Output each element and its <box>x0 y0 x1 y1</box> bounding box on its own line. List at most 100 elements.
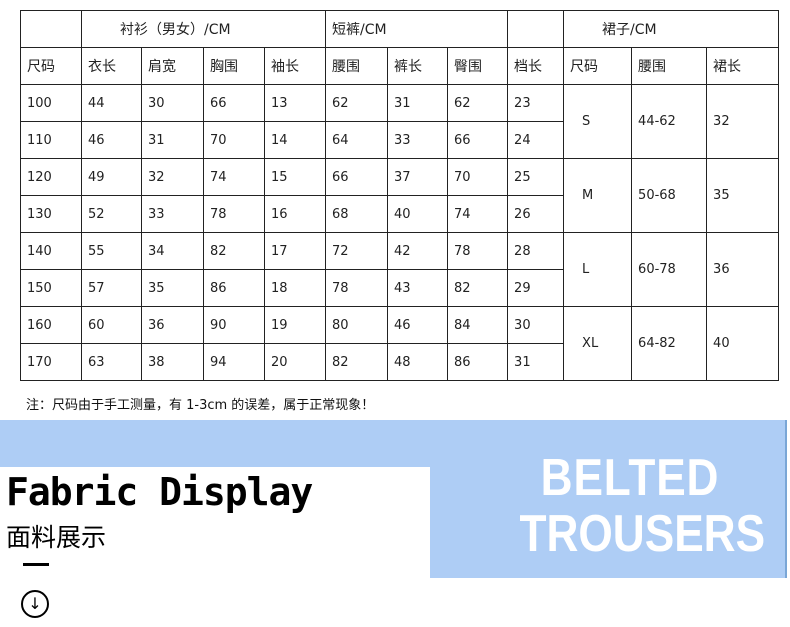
skirt-cell: 36 <box>706 232 780 307</box>
table-row: 100 44 30 66 13 62 31 62 23 S 44-62 32 <box>20 84 780 159</box>
table-cell: 90 <box>203 306 265 344</box>
table-row: 120 49 32 74 15 66 37 70 25 M 50-68 35 <box>20 158 780 233</box>
column-header: 尺码 <box>20 47 82 85</box>
skirt-cell: XL <box>563 306 633 381</box>
table-cell: 150 <box>20 269 82 307</box>
column-header: 腰围 <box>631 47 708 85</box>
skirt-group-header: 裙子/CM <box>563 10 780 48</box>
table-cell: 26 <box>507 195 565 233</box>
table-cell: 66 <box>447 121 509 159</box>
table-cell: 42 <box>387 232 449 270</box>
table-cell: 86 <box>447 343 509 381</box>
table-cell: 64 <box>325 121 389 159</box>
table-cell: 16 <box>263 195 327 233</box>
table-cell: 25 <box>507 158 565 196</box>
column-header-row: 尺码 衣长 肩宽 胸围 袖长 腰围 裤长 臀围 档长 尺码 腰围 裙长 <box>20 47 780 85</box>
skirt-cell: S <box>563 84 633 159</box>
section-title-panel <box>0 467 430 627</box>
table-cell: 94 <box>203 343 265 381</box>
table-cell: 68 <box>325 195 389 233</box>
column-header: 衣长 <box>81 47 142 85</box>
promo-line1: BELTED <box>540 449 720 507</box>
skirt-cell: 64-82 <box>631 306 708 381</box>
table-cell: 19 <box>263 306 327 344</box>
table-cell: 82 <box>447 269 509 307</box>
table-row: 170 63 38 94 20 82 48 86 31 <box>20 343 779 381</box>
arrow-down-circle-icon[interactable]: ↓ <box>21 590 49 618</box>
table-cell: 48 <box>387 343 449 381</box>
measurement-note: 注：尺码由于手工测量，有 1-3cm 的误差，属于正常现象！ <box>26 398 375 413</box>
table-row: 110 46 31 70 14 64 33 66 24 <box>20 121 779 159</box>
table-cell: 130 <box>20 195 82 233</box>
table-cell: 74 <box>203 158 265 196</box>
column-header: 尺码 <box>563 47 633 85</box>
table-cell: 49 <box>81 158 142 196</box>
table-cell: 74 <box>447 195 509 233</box>
table-cell: 30 <box>141 84 204 122</box>
table-row: 150 57 35 86 18 78 43 82 29 <box>20 269 779 307</box>
table-cell: 28 <box>507 232 565 270</box>
table-cell: 66 <box>203 84 265 122</box>
table-cell: 82 <box>325 343 389 381</box>
table-row: 140 55 34 82 17 72 42 78 28 L 60-78 36 <box>20 232 780 307</box>
table-cell: 160 <box>20 306 82 344</box>
table-cell: 52 <box>81 195 142 233</box>
table-cell: 60 <box>81 306 142 344</box>
table-cell: 46 <box>387 306 449 344</box>
table-cell: 44 <box>81 84 142 122</box>
table-cell: 18 <box>263 269 327 307</box>
section-title-cn: 面料展示 <box>6 523 107 552</box>
table-cell: 33 <box>141 195 204 233</box>
column-header: 裙长 <box>706 47 780 85</box>
table-cell: 57 <box>81 269 142 307</box>
empty-header-cell <box>507 10 565 48</box>
table-row: 130 52 33 78 16 68 40 74 26 <box>20 195 779 233</box>
table-cell: 32 <box>141 158 204 196</box>
table-cell: 120 <box>20 158 82 196</box>
size-chart-table: 衬衫（男女）/CM 短裤/CM 裙子/CM 尺码 衣长 肩宽 胸围 袖长 腰围 裤长 臀围 档长… <box>20 10 780 381</box>
table-cell: 140 <box>20 232 82 270</box>
table-cell: 35 <box>141 269 204 307</box>
table-cell: 86 <box>203 269 265 307</box>
table-cell: 24 <box>507 121 565 159</box>
table-cell: 63 <box>81 343 142 381</box>
banner-edge <box>785 420 787 578</box>
table-cell: 62 <box>325 84 389 122</box>
table-cell: 36 <box>141 306 204 344</box>
table-cell: 78 <box>203 195 265 233</box>
table-cell: 31 <box>141 121 204 159</box>
skirt-cell: 35 <box>706 158 780 233</box>
table-cell: 30 <box>507 306 565 344</box>
table-cell: 82 <box>203 232 265 270</box>
shirt-group-header: 衬衫（男女）/CM <box>80 10 327 48</box>
column-header: 袖长 <box>263 47 327 85</box>
table-cell: 62 <box>447 84 509 122</box>
shorts-group-header: 短裤/CM <box>325 10 509 48</box>
skirt-cell: 40 <box>706 306 780 381</box>
table-cell: 23 <box>507 84 565 122</box>
table-cell: 38 <box>141 343 204 381</box>
divider-dash <box>23 563 49 566</box>
table-cell: 31 <box>507 343 565 381</box>
table-cell: 20 <box>263 343 327 381</box>
table-cell: 70 <box>203 121 265 159</box>
empty-header-cell <box>20 10 82 48</box>
table-cell: 70 <box>447 158 509 196</box>
table-cell: 37 <box>387 158 449 196</box>
table-row: 160 60 36 90 19 80 46 84 30 XL 64-82 40 <box>20 306 780 381</box>
column-header: 档长 <box>507 47 565 85</box>
table-cell: 80 <box>325 306 389 344</box>
skirt-cell: 50-68 <box>631 158 708 233</box>
table-cell: 55 <box>81 232 142 270</box>
table-cell: 170 <box>20 343 82 381</box>
column-header: 裤长 <box>387 47 449 85</box>
table-cell: 100 <box>20 84 82 122</box>
table-cell: 40 <box>387 195 449 233</box>
table-cell: 43 <box>387 269 449 307</box>
promo-text: BELTED TROUSERS <box>500 449 766 563</box>
column-header: 肩宽 <box>141 47 204 85</box>
group-header-row: 衬衫（男女）/CM 短裤/CM 裙子/CM <box>20 10 780 48</box>
table-cell: 15 <box>263 158 327 196</box>
column-header: 腰围 <box>325 47 389 85</box>
promo-line2: TROUSERS <box>519 505 766 563</box>
